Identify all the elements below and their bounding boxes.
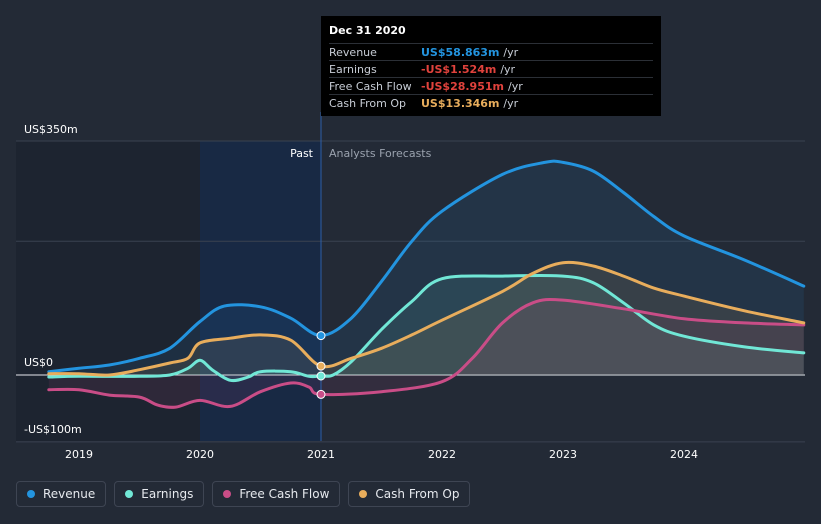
forecast-label: Analysts Forecasts [329,147,432,160]
tooltip: Dec 31 2020 Revenue US$58.863m /yr Earni… [321,16,661,116]
tooltip-row-earnings: Earnings -US$1.524m /yr [329,60,653,77]
tooltip-row-unit: /yr [503,45,519,59]
tooltip-row-value: -US$28.951m [421,79,504,93]
tooltip-row-value: US$58.863m [421,45,500,59]
legend-label: Free Cash Flow [239,487,330,501]
tooltip-row-revenue: Revenue US$58.863m /yr [329,43,653,60]
earnings-dot-icon [125,490,134,498]
tooltip-row-unit: /yr [500,62,516,76]
free-cash-flow-dot-icon [223,490,232,498]
past-label: Past [290,147,314,160]
series-lines [47,159,806,409]
tooltip-row-value: -US$1.524m [421,62,497,76]
gridlines [16,140,805,443]
tooltip-row-label: Revenue [329,45,377,59]
cash-from-op-area [48,262,804,376]
legend-label: Earnings [141,487,194,501]
tooltip-row-label: Free Cash Flow [329,79,412,93]
y-axis-top-label: US$350m [24,123,78,136]
legend: Revenue Earnings Free Cash Flow Cash Fro… [16,481,471,507]
cash-from-op-dot-icon [359,490,368,498]
tooltip-row-cash-from-op: Cash From Op US$13.346m /yr [329,94,653,111]
earnings-marker [316,371,326,381]
revenue-line [47,159,806,374]
earnings-line [47,273,806,383]
tooltip-row-label: Earnings [329,62,377,76]
free-cash-flow-line [47,298,806,409]
legend-item-free-cash-flow[interactable]: Free Cash Flow [212,481,341,507]
legend-item-cash-from-op[interactable]: Cash From Op [348,481,471,507]
x-tick-label: 2024 [670,448,698,461]
x-tick-label: 2019 [65,448,93,461]
y-axis-bottom-label: -US$100m [24,423,82,436]
revenue-area [48,161,804,375]
tooltip-row-unit: /yr [507,79,523,93]
y-axis-zero-label: US$0 [24,356,53,369]
revenue-dot-icon [27,490,35,498]
series-markers [316,331,326,399]
tooltip-date: Dec 31 2020 [329,24,406,37]
x-tick-label: 2021 [307,448,335,461]
revenue-marker [316,331,326,341]
tooltip-row-unit: /yr [503,96,519,110]
cash-from-op-marker [316,361,326,371]
tooltip-row-label: Cash From Op [329,96,407,110]
legend-label: Cash From Op [375,487,460,501]
x-tick-label: 2022 [428,448,456,461]
free-cash-flow-marker [316,389,326,399]
x-tick-label: 2023 [549,448,577,461]
legend-label: Revenue [43,487,96,501]
legend-item-earnings[interactable]: Earnings [114,481,205,507]
tooltip-row-free-cash-flow: Free Cash Flow -US$28.951m /yr [329,77,653,94]
tooltip-row-value: US$13.346m [421,96,500,110]
cash-from-op-line [47,260,806,377]
legend-item-revenue[interactable]: Revenue [16,481,107,507]
x-axis-ticks: 2019 2020 2021 2022 2023 2024 [65,448,698,461]
x-tick-label: 2020 [186,448,214,461]
